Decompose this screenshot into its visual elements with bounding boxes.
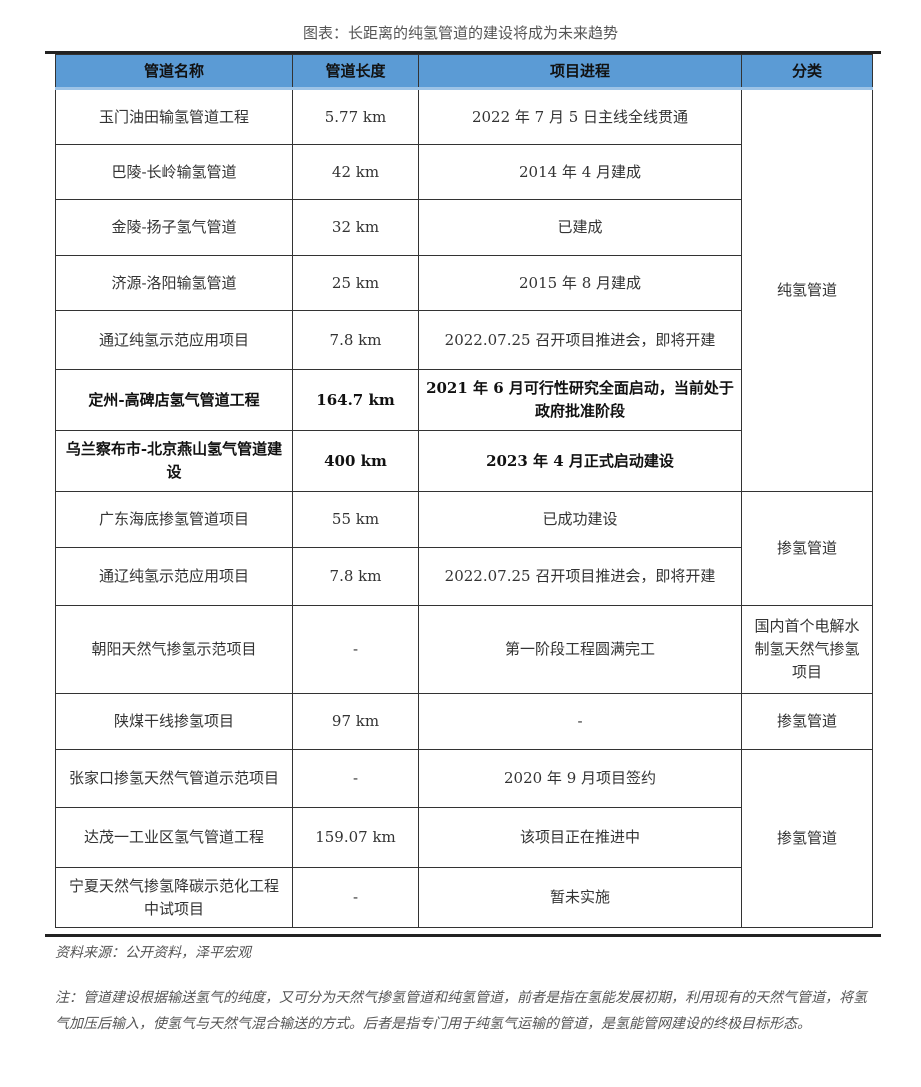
category: 纯氢管道 bbox=[741, 88, 873, 492]
project-progress: 2022 年 7 月 5 日主线全线贯通 bbox=[418, 88, 742, 145]
table-row: 陕煤干线掺氢项目 97 km - 掺氢管道 bbox=[55, 693, 873, 750]
pipeline-name: 达茂一工业区氢气管道工程 bbox=[55, 807, 293, 868]
table-row: 张家口掺氢天然气管道示范项目 -2020 年 9 月项目签约 掺氢管道 bbox=[55, 749, 873, 928]
table-row: 金陵-扬子氢气管道 32 km 已建成 bbox=[55, 199, 873, 256]
pipeline-length: 7.8 km bbox=[292, 547, 419, 606]
pipeline-name: 定州-高碑店氢气管道工程 bbox=[55, 369, 293, 431]
pipeline-length: 32 km bbox=[292, 199, 419, 256]
note-text: 注：管道建设根据输送氢气的纯度，又可分为天然气掺氢管道和纯氢管道，前者是指在氢能… bbox=[55, 990, 867, 1032]
table-row: 宁夏天然气掺氢降碳示范化工程中试项目 - 暂未实施 bbox=[55, 867, 873, 928]
pipeline-name: 陕煤干线掺氢项目 bbox=[55, 693, 293, 750]
header-name: 管道名称 bbox=[55, 54, 293, 90]
table-row: 巴陵-长岭输氢管道 42 km 2014 年 4 月建成 bbox=[55, 144, 873, 200]
project-progress: 该项目正在推进中 bbox=[418, 807, 742, 868]
pipeline-table: 管道名称 管道长度 项目进程 分类 玉门油田输氢管道工程 5.77 km 2022 … bbox=[55, 54, 873, 928]
category: 国内首个电解水制氢天然气掺氢项目 bbox=[741, 605, 873, 694]
category: 掺氢管道 bbox=[741, 749, 873, 928]
source-text: 资料来源：公开资料，泽平宏观 bbox=[55, 945, 251, 961]
project-progress: 2022.07.25 召开项目推进会，即将开建 bbox=[418, 310, 742, 370]
pipeline-length: 400 km bbox=[292, 430, 419, 492]
pipeline-length: - bbox=[292, 749, 419, 808]
pipeline-length: 5.77 km bbox=[292, 88, 419, 145]
table-row: 通辽纯氢示范应用项目 7.8 km 2022.07.25 召开项目推进会，即将开建 bbox=[55, 547, 873, 606]
project-progress: 已成功建设 bbox=[418, 491, 742, 548]
project-progress: 已建成 bbox=[418, 199, 742, 256]
pipeline-name: 广东海底掺氢管道项目 bbox=[55, 491, 293, 548]
project-progress: 暂未实施 bbox=[418, 867, 742, 928]
table-row: 定州-高碑店氢气管道工程 164.7 km 2021 年 6 月可行性研究全面启动，… bbox=[55, 369, 873, 431]
category: 掺氢管道 bbox=[741, 491, 873, 606]
project-progress: 2022.07.25 召开项目推进会，即将开建 bbox=[418, 547, 742, 606]
header-category: 分类 bbox=[741, 54, 873, 90]
project-progress: - bbox=[418, 693, 742, 750]
table-row: 通辽纯氢示范应用项目 7.8 km 2022.07.25 召开项目推进会，即将开建 bbox=[55, 310, 873, 370]
pipeline-name: 济源-洛阳输氢管道 bbox=[55, 255, 293, 311]
pipeline-name: 玉门油田输氢管道工程 bbox=[55, 88, 293, 145]
pipeline-length: 42 km bbox=[292, 144, 419, 200]
header-length: 管道长度 bbox=[292, 54, 419, 90]
pipeline-name: 通辽纯氢示范应用项目 bbox=[55, 310, 293, 370]
table-row: 乌兰察布市-北京燕山氢气管道建设 400 km 2023 年 4 月正式启动建设 bbox=[55, 430, 873, 492]
pipeline-length: 55 km bbox=[292, 491, 419, 548]
table-row: 济源-洛阳输氢管道 25 km 2015 年 8 月建成 bbox=[55, 255, 873, 311]
pipeline-name: 朝阳天然气掺氢示范项目 bbox=[55, 605, 293, 694]
project-progress: 第一阶段工程圆满完工 bbox=[418, 605, 742, 694]
table-row: 广东海底掺氢管道项目 55 km 已成功建设 掺氢管道 bbox=[55, 491, 873, 606]
project-progress: 2020 年 9 月项目签约 bbox=[418, 749, 742, 808]
project-progress: 2023 年 4 月正式启动建设 bbox=[418, 430, 742, 492]
bottom-rule bbox=[45, 934, 881, 937]
pipeline-name: 乌兰察布市-北京燕山氢气管道建设 bbox=[55, 430, 293, 492]
project-progress: 2015 年 8 月建成 bbox=[418, 255, 742, 311]
project-progress: 2021 年 6 月可行性研究全面启动，当前处于政府批准阶段 bbox=[418, 369, 742, 431]
pipeline-name: 通辽纯氢示范应用项目 bbox=[55, 547, 293, 606]
table-row: 朝阳天然气掺氢示范项目 - 第一阶段工程圆满完工 国内首个电解水制氢天然气掺氢项目 bbox=[55, 605, 873, 694]
pipeline-length: 25 km bbox=[292, 255, 419, 311]
header-progress: 项目进程 bbox=[418, 54, 742, 90]
pipeline-name: 巴陵-长岭输氢管道 bbox=[55, 144, 293, 200]
category: 掺氢管道 bbox=[741, 693, 873, 750]
pipeline-length: 97 km bbox=[292, 693, 419, 750]
table-title: 图表：长距离的纯氢管道的建设将成为未来趋势 bbox=[302, 24, 618, 42]
pipeline-length: - bbox=[292, 867, 419, 928]
pipeline-length: 159.07 km bbox=[292, 807, 419, 868]
project-progress: 2014 年 4 月建成 bbox=[418, 144, 742, 200]
table-row: 达茂一工业区氢气管道工程 159.07 km 该项目正在推进中 bbox=[55, 807, 873, 868]
header-row: 管道名称 管道长度 项目进程 分类 bbox=[55, 54, 873, 90]
pipeline-length: 7.8 km bbox=[292, 310, 419, 370]
pipeline-length: 164.7 km bbox=[292, 369, 419, 431]
top-rule bbox=[45, 51, 881, 54]
pipeline-name: 张家口掺氢天然气管道示范项目 bbox=[55, 749, 293, 808]
pipeline-name: 金陵-扬子氢气管道 bbox=[55, 199, 293, 256]
table-row: 玉门油田输氢管道工程 5.77 km 2022 年 7 月 5 日主线全线贯通 纯氢管… bbox=[55, 88, 873, 492]
pipeline-length: - bbox=[292, 605, 419, 694]
pipeline-name: 宁夏天然气掺氢降碳示范化工程中试项目 bbox=[55, 867, 293, 928]
